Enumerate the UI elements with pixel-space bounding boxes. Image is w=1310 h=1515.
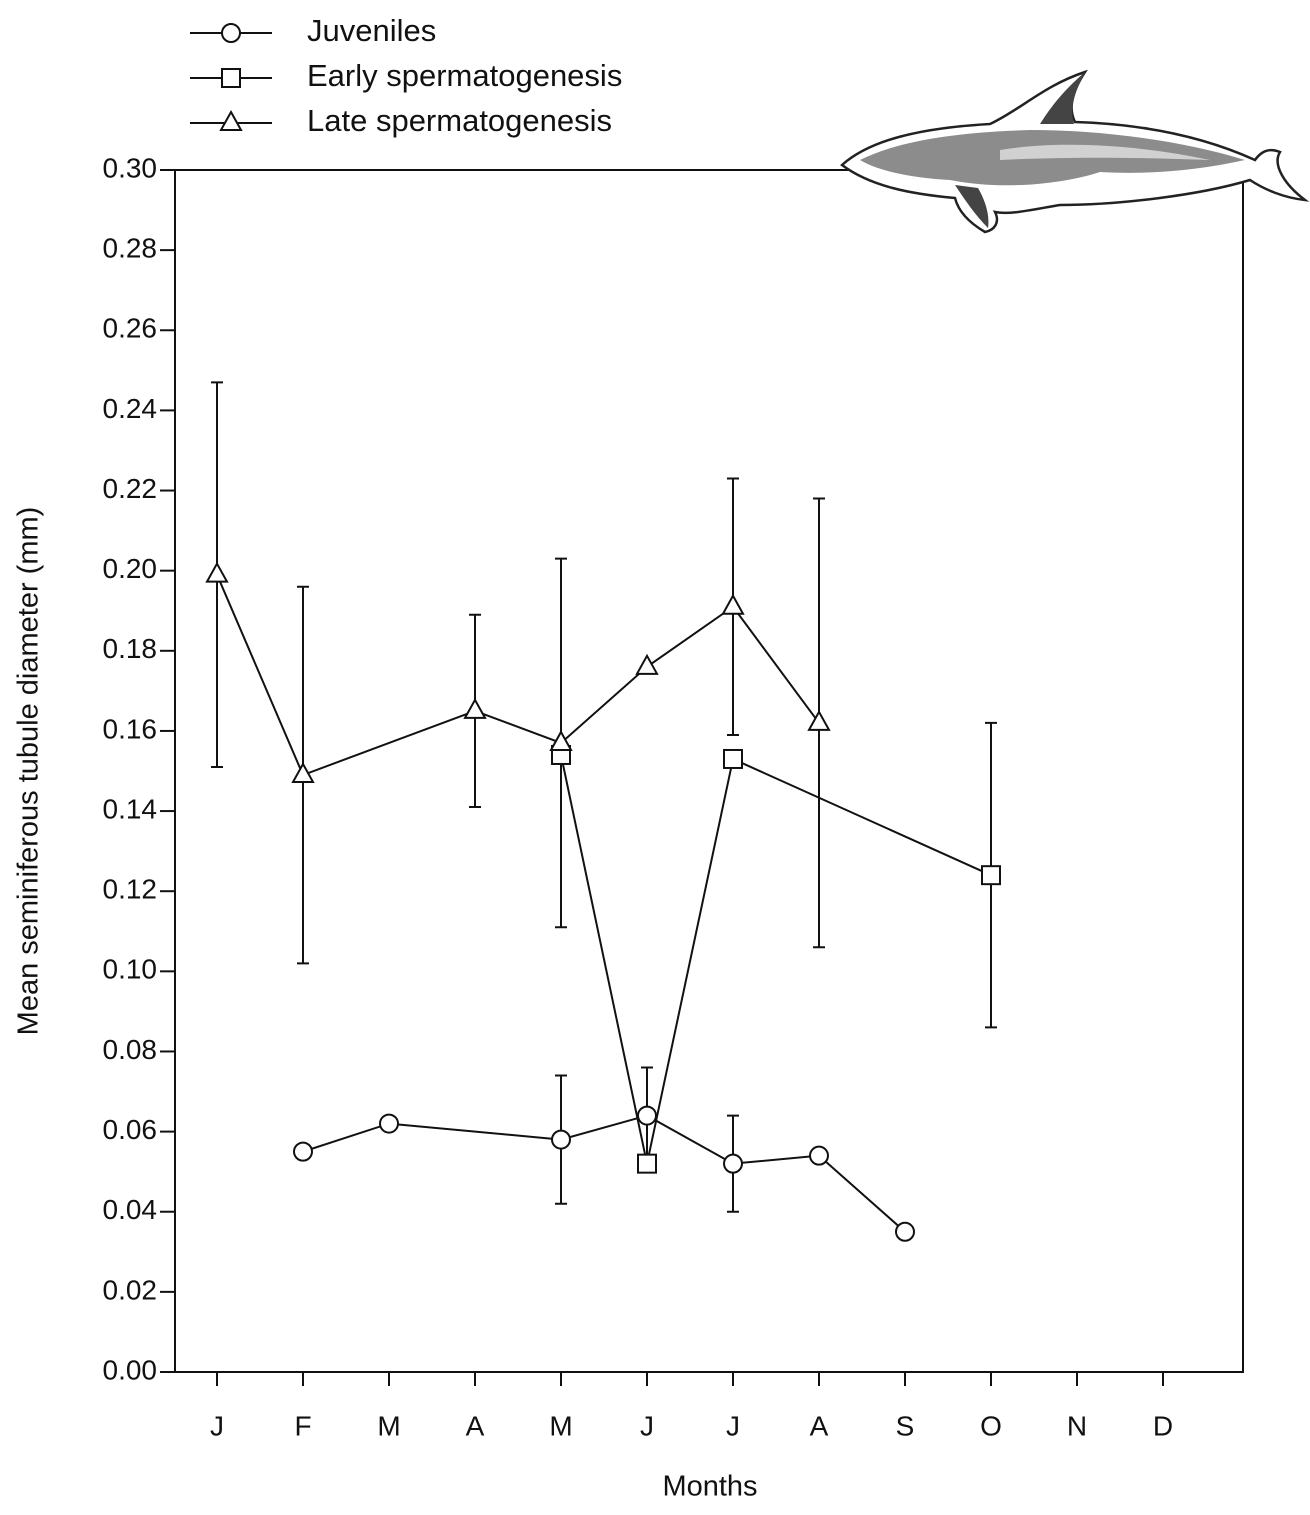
y-tick-label: 0.02 — [103, 1274, 158, 1305]
y-tick-label: 0.16 — [103, 713, 158, 744]
y-tick-label: 0.28 — [103, 233, 158, 264]
y-tick-label: 0.22 — [103, 473, 158, 504]
x-axis-title: Months — [662, 1471, 757, 1503]
y-tick-label: 0.10 — [103, 954, 158, 985]
x-tick-label: S — [896, 1410, 915, 1441]
y-tick-label: 0.24 — [103, 393, 158, 424]
y-tick-label: 0.08 — [103, 1034, 158, 1065]
y-tick-label: 0.18 — [103, 633, 158, 664]
data-point — [809, 1145, 829, 1166]
legend-label: Early spermatogenesis — [307, 58, 622, 93]
legend-marker — [221, 68, 241, 88]
data-point — [549, 729, 573, 751]
y-tick-label: 0.12 — [103, 874, 158, 905]
data-point — [379, 1113, 399, 1134]
plot-frame — [174, 169, 1244, 1373]
x-tick-label: A — [466, 1410, 485, 1441]
y-tick-label: 0.14 — [103, 793, 158, 824]
y-tick-label: 0.26 — [103, 313, 158, 344]
data-point — [721, 593, 745, 615]
data-point — [981, 865, 1001, 886]
dolphin-illustration — [840, 69, 1310, 234]
x-tick-label: A — [810, 1410, 829, 1441]
y-tick-label: 0.04 — [103, 1194, 158, 1225]
x-tick-label: J — [640, 1410, 654, 1441]
x-tick-label: J — [726, 1410, 740, 1441]
data-point — [895, 1221, 915, 1242]
legend-marker — [219, 109, 243, 131]
data-point — [635, 653, 659, 675]
x-tick-label: F — [294, 1410, 311, 1441]
series-line — [560, 754, 992, 1164]
x-tick-label: M — [377, 1410, 400, 1441]
y-axis-title: Mean seminiferous tubule diameter (mm) — [13, 507, 45, 1036]
data-point — [463, 697, 487, 719]
legend-label: Late spermatogenesis — [307, 103, 612, 138]
data-point — [637, 1105, 657, 1126]
data-point — [205, 561, 229, 583]
y-tick-label: 0.06 — [103, 1114, 158, 1145]
y-tick-label: 0.00 — [103, 1354, 158, 1385]
x-tick-label: N — [1067, 1410, 1087, 1441]
y-tick-label: 0.30 — [103, 152, 158, 183]
legend-label: Juveniles — [307, 13, 436, 48]
data-point — [723, 748, 743, 769]
x-tick-label: J — [210, 1410, 224, 1441]
x-tick-label: D — [1153, 1410, 1173, 1441]
data-point — [637, 1153, 657, 1174]
x-tick-label: O — [980, 1410, 1002, 1441]
y-tick-label: 0.20 — [103, 553, 158, 584]
legend-marker — [221, 23, 241, 43]
data-point — [807, 709, 831, 731]
data-point — [293, 1141, 313, 1162]
series-line — [302, 1114, 906, 1233]
data-point — [551, 1129, 571, 1150]
x-tick-label: M — [549, 1410, 572, 1441]
data-point — [723, 1153, 743, 1174]
data-point — [291, 761, 315, 784]
